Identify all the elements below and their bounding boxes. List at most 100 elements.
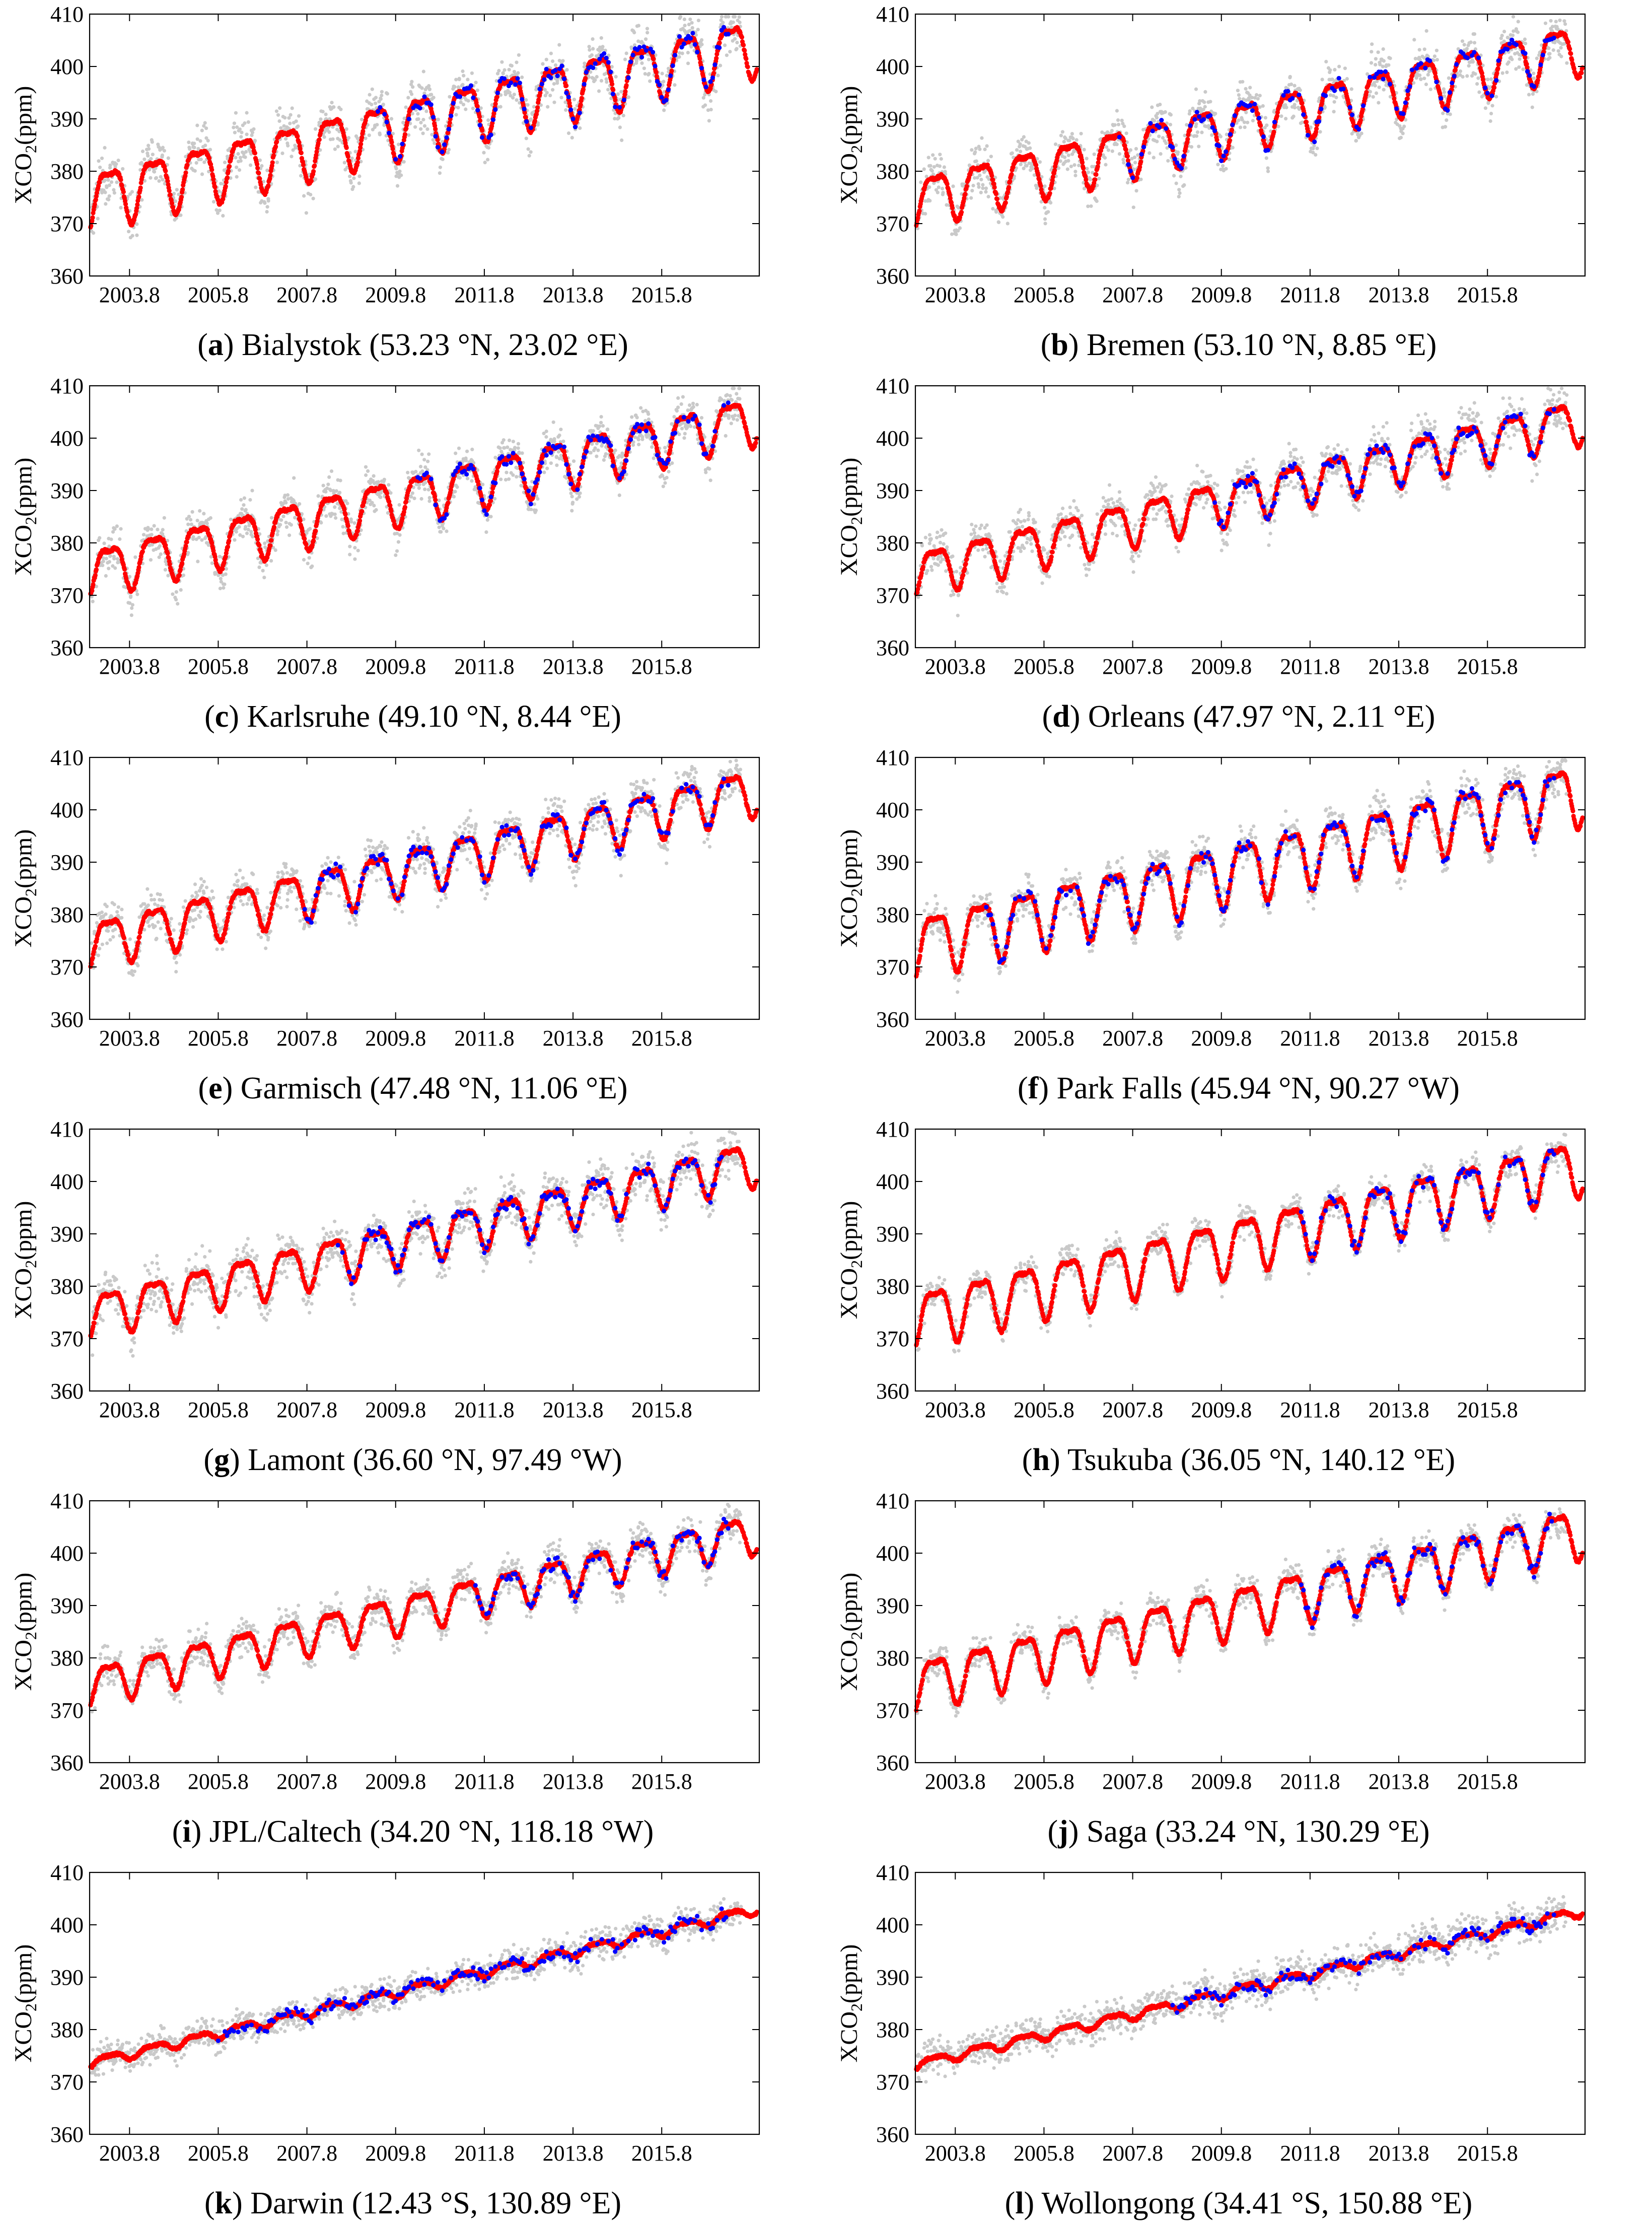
observed-point [1256, 97, 1260, 101]
observed-point [138, 168, 142, 172]
observed-point [1134, 147, 1138, 151]
observed-point [1218, 134, 1223, 138]
observed-point [1263, 116, 1267, 120]
observed-point [1311, 147, 1315, 151]
observed-point [497, 68, 501, 73]
model-point [355, 156, 361, 161]
observed-point [642, 66, 646, 71]
observed-point [1465, 74, 1469, 78]
observed-point [368, 93, 372, 97]
observed-point [200, 128, 204, 132]
tccon-point [593, 61, 598, 66]
tccon-point [582, 82, 587, 87]
observed-point [1456, 47, 1460, 51]
observed-point [214, 208, 219, 212]
x-tick-label: 2003.8 [99, 283, 160, 307]
model-point [1004, 194, 1009, 199]
model-point [274, 139, 279, 145]
observed-point [324, 112, 328, 116]
observed-point [1562, 19, 1566, 23]
observed-point [121, 167, 125, 171]
observed-point [228, 147, 232, 151]
observed-point [1053, 142, 1058, 146]
observed-point [1298, 88, 1302, 92]
observed-point [240, 130, 244, 134]
observed-point [1187, 112, 1191, 116]
observed-point [931, 153, 935, 157]
observed-point [289, 113, 293, 117]
observed-point [1368, 90, 1372, 94]
observed-point [1097, 177, 1101, 181]
observed-point [479, 106, 483, 110]
model-point [390, 146, 395, 152]
observed-point [350, 156, 354, 160]
observed-point [1312, 144, 1316, 148]
observed-point [1022, 135, 1026, 139]
observed-point [195, 123, 199, 127]
model-point [1304, 119, 1309, 124]
observed-point [1548, 56, 1552, 60]
observed-point [1158, 102, 1162, 107]
observed-point [1376, 50, 1380, 54]
observed-point [1105, 145, 1109, 149]
observed-point [1460, 39, 1465, 43]
observed-point [1470, 74, 1474, 78]
observed-point [342, 161, 346, 165]
observed-point [1458, 73, 1462, 77]
observed-point [978, 147, 982, 151]
observed-point [1265, 123, 1269, 127]
observed-point [620, 138, 624, 143]
observed-point [107, 197, 111, 201]
observed-point [1532, 76, 1536, 80]
observed-point [1227, 157, 1231, 161]
observed-point [274, 109, 279, 113]
observed-point [466, 99, 470, 103]
tccon-point [655, 79, 660, 84]
model-point [92, 202, 97, 207]
observed-point [304, 211, 309, 215]
observed-point [1443, 94, 1447, 98]
observed-point [1382, 59, 1386, 63]
observed-point [429, 93, 434, 97]
observed-point [1404, 118, 1408, 122]
observed-point [733, 15, 737, 19]
model-point [301, 162, 306, 168]
observed-point [1266, 166, 1270, 170]
observed-point [1489, 111, 1493, 116]
model-point [94, 194, 99, 199]
model-point [717, 40, 722, 45]
observed-point [716, 74, 720, 78]
tccon-point [637, 45, 642, 50]
observed-point [1027, 161, 1031, 165]
y-tick-label: 400 [50, 54, 84, 79]
observed-point [714, 90, 718, 94]
observed-point [706, 108, 710, 112]
observed-point [152, 170, 157, 174]
observed-point [1514, 67, 1518, 71]
observed-point [1412, 81, 1416, 85]
observed-point [192, 142, 196, 146]
observed-point [1035, 157, 1039, 161]
observed-point [1413, 56, 1417, 60]
model-point [227, 164, 232, 169]
observed-point [1511, 33, 1515, 37]
observed-point [1471, 59, 1475, 63]
tccon-point [559, 63, 564, 68]
model-point [168, 192, 173, 197]
model-point [992, 185, 997, 190]
observed-point [1010, 151, 1014, 155]
tccon-point [475, 108, 480, 113]
observed-point [221, 214, 225, 218]
model-point [1185, 136, 1190, 142]
tccon-point [446, 126, 452, 131]
observed-point [179, 213, 183, 217]
observed-point [688, 29, 692, 33]
observed-point [686, 61, 690, 65]
observed-point [1132, 168, 1136, 172]
observed-point [1309, 125, 1313, 129]
observed-point [359, 160, 363, 164]
observed-point [149, 157, 153, 161]
observed-point [391, 131, 395, 135]
observed-point [140, 198, 144, 202]
observed-point [243, 121, 247, 125]
